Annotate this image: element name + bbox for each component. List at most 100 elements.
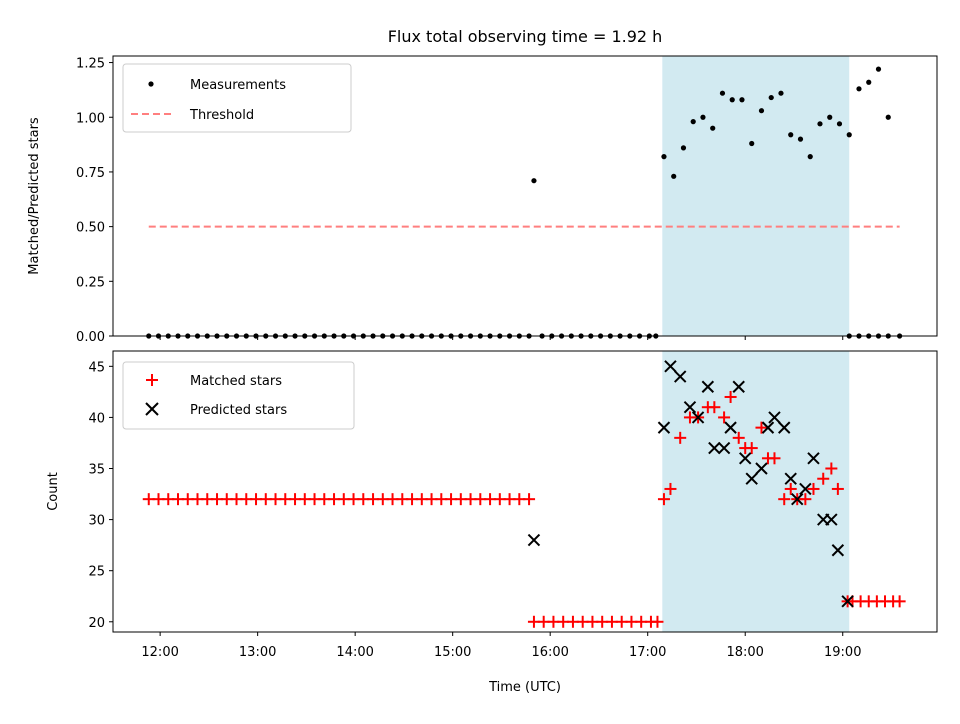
- measurement-point: [661, 154, 667, 160]
- x-tick-label: 18:00: [726, 645, 763, 660]
- top-y-tick-label: 0.25: [76, 275, 105, 290]
- top-y-tick-label: 1.25: [76, 57, 105, 72]
- measurement-point: [700, 114, 706, 120]
- top-legend: Measurements Threshold: [122, 63, 352, 133]
- top-y-tick-label: 1.00: [76, 111, 105, 126]
- matched-star-point: [732, 431, 745, 444]
- predicted-star-point: [807, 452, 820, 465]
- measurement-point: [797, 136, 804, 142]
- predicted-star-point: [825, 513, 838, 526]
- predicted-star-point: [791, 492, 804, 506]
- matched-star-point: [831, 482, 844, 495]
- legend-threshold-label: Threshold: [189, 108, 254, 123]
- bottom-axes-frame: [112, 350, 938, 633]
- predicted-star-point: [778, 421, 791, 434]
- predicted-star-point: [701, 380, 715, 393]
- matched-star-point: [893, 595, 906, 608]
- bottom-shaded-band: [662, 351, 850, 632]
- predicted-star-point: [717, 441, 731, 455]
- measurement-point: [729, 97, 735, 103]
- matched-star-point: [825, 462, 838, 475]
- measurement-point: [710, 125, 716, 131]
- matched-star-point: [817, 472, 830, 485]
- bottom-legend-box: [122, 361, 355, 430]
- legend-measurements-label: Measurements: [190, 78, 286, 93]
- measurement-point: [875, 66, 882, 72]
- measurement-point: [788, 132, 794, 138]
- legend-measurement-marker: [148, 81, 154, 87]
- measurement-point: [817, 121, 823, 127]
- measurement-point: [885, 114, 891, 120]
- matched-star-point: [657, 493, 670, 506]
- measurement-point: [836, 121, 843, 127]
- measurement-point: [690, 119, 696, 125]
- measurement-points: [146, 66, 903, 339]
- bottom-y-tick-label: 25: [88, 565, 105, 580]
- predicted-star-point: [755, 462, 768, 475]
- measurement-point: [680, 145, 687, 151]
- measurement-point: [827, 114, 833, 120]
- legend-matched-label: Matched stars: [190, 374, 282, 389]
- x-tick-label: 16:00: [531, 645, 568, 660]
- bottom-y-tick-label: 20: [88, 616, 105, 631]
- predicted-star-point: [784, 472, 797, 485]
- top-shaded-band: [662, 56, 850, 336]
- top-axes-frame: [112, 55, 938, 337]
- bottom-y-tick-label: 40: [88, 411, 105, 426]
- predicted-star-point: [761, 421, 775, 434]
- x-tick-label: 12:00: [141, 645, 178, 660]
- predicted-star-point: [527, 533, 541, 547]
- predicted-star-point: [683, 400, 697, 414]
- measurement-point: [671, 173, 677, 179]
- x-axis-label: Time (UTC): [488, 680, 561, 695]
- matched-star-point: [755, 421, 768, 434]
- legend-predicted-marker: [145, 402, 159, 416]
- matched-star-point: [708, 401, 721, 414]
- matched-star-point: [651, 615, 664, 628]
- measurement-point: [866, 79, 872, 85]
- matched-star-point: [523, 493, 536, 506]
- chart-title: Flux total observing time = 1.92 h: [388, 27, 663, 46]
- matched-star-point: [724, 390, 737, 403]
- predicted-star-point: [664, 360, 677, 373]
- x-axis-ticks: 12:00 13:00 14:00 15:00 16:00 17:00 18:00 19:00: [141, 336, 861, 660]
- predicted-star-point: [724, 421, 737, 434]
- matched-star-point: [784, 482, 797, 495]
- x-tick-label: 19:00: [824, 645, 861, 660]
- predicted-star-point: [674, 370, 687, 383]
- bottom-y-tick-label: 45: [88, 360, 105, 375]
- x-tick-label: 15:00: [434, 645, 471, 660]
- measurement-point: [807, 154, 813, 160]
- matched-star-point: [768, 452, 781, 465]
- bottom-y-axis-label: Count: [46, 472, 61, 511]
- matched-star-point: [778, 493, 791, 506]
- predicted-star-point: [691, 411, 705, 424]
- bottom-panel: 20 25 30 35 40 45 12:00 13:00 14:00 15:00 16:00 17…: [46, 336, 938, 695]
- top-legend-box: [122, 63, 352, 133]
- top-y-tick-label: 0.00: [76, 330, 105, 345]
- predicted-star-point: [732, 380, 745, 393]
- predicted-star-point: [799, 482, 812, 496]
- top-y-tick-label: 0.50: [76, 221, 105, 236]
- predicted-star-point: [768, 411, 781, 424]
- top-y-axis-label: Matched/Predicted stars: [27, 117, 42, 275]
- matched-star-point: [807, 482, 820, 495]
- x-tick-label: 13:00: [239, 645, 276, 660]
- matched-star-point: [799, 493, 812, 506]
- measurement-point: [768, 94, 774, 101]
- matched-star-point: [718, 411, 731, 424]
- measurement-point: [739, 97, 745, 103]
- predicted-star-point: [657, 421, 671, 434]
- measurement-point: [719, 90, 726, 96]
- x-tick-label: 14:00: [336, 645, 373, 660]
- legend-matched-marker: [146, 374, 158, 386]
- top-y-tick-label: 0.75: [76, 166, 105, 181]
- predicted-star-point: [708, 441, 721, 455]
- legend-predicted-label: Predicted stars: [190, 403, 287, 418]
- bottom-y-tick-label: 30: [88, 514, 105, 529]
- measurement-point: [758, 108, 765, 114]
- predicted-star-point: [831, 544, 845, 557]
- matched-star-point: [664, 482, 677, 495]
- matched-star-point: [745, 442, 758, 455]
